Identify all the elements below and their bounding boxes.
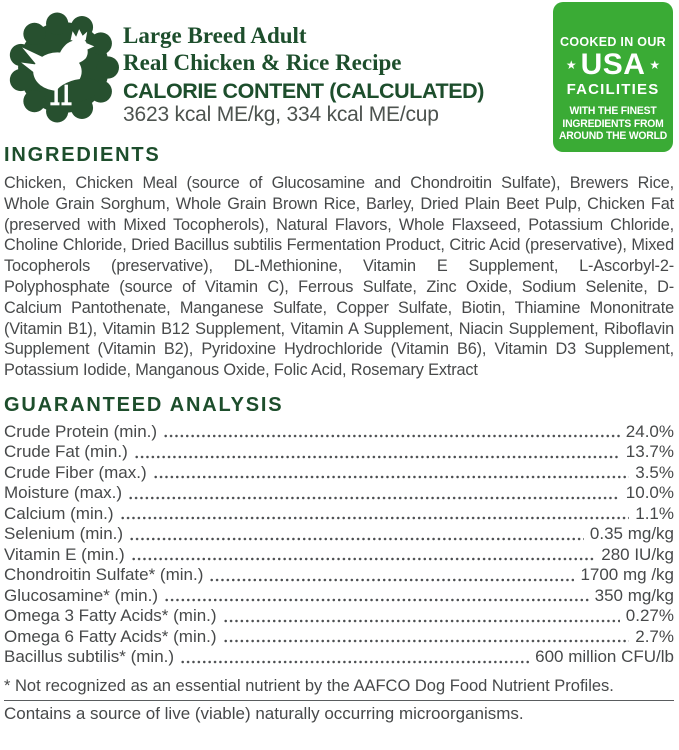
dotted-leader <box>152 475 630 480</box>
calorie-content-heading: CALORIE CONTENT (CALCULATED) <box>123 79 485 103</box>
label-content: INGREDIENTS Chicken, Chicken Meal (sourc… <box>4 143 674 724</box>
usa-badge-subline3: AROUND THE WORLD <box>558 130 668 142</box>
usa-badge-word: USA <box>580 48 646 81</box>
guaranteed-analysis-table: Crude Protein (min.) 24.0% Crude Fat (mi… <box>4 422 674 668</box>
ga-row-label: Omega 6 Fatty Acids* (min.) <box>4 626 217 646</box>
aafco-footnote: * Not recognized as an essential nutrien… <box>4 676 614 695</box>
table-row: Selenium (min.) 0.35 mg/kg <box>4 524 674 545</box>
ga-row-label: Crude Fiber (max.) <box>4 462 147 482</box>
ga-row-label: Crude Protein (min.) <box>4 421 158 441</box>
ga-row-value: 24.0% <box>625 421 674 441</box>
usa-badge-subtext: WITH THE FINEST INGREDIENTS FROM AROUND … <box>555 105 670 143</box>
chicken-seal-icon <box>7 11 120 129</box>
table-row: Vitamin E (min.) 280 IU/kg <box>4 545 674 566</box>
dotted-leader <box>209 577 575 582</box>
usa-badge-subline2: INGREDIENTS FROM <box>562 117 664 130</box>
ga-row-value: 0.35 mg/kg <box>589 524 674 544</box>
ga-row-label: Chondroitin Sulfate* (min.) <box>4 565 204 585</box>
usa-facilities-badge: COOKED IN OUR ★ USA ★ FACILITIES WITH TH… <box>553 2 673 152</box>
ga-row-label: Bacillus subtilis* (min.) <box>4 647 175 667</box>
dotted-leader <box>133 454 620 459</box>
ga-row-value: 13.7% <box>625 442 674 462</box>
product-title-block: Large Breed Adult Real Chicken & Rice Re… <box>123 22 484 127</box>
table-row: Omega 3 Fatty Acids* (min.) 0.27% <box>4 606 674 627</box>
dotted-leader <box>222 639 630 644</box>
table-row: Calcium (min.) 1.1% <box>4 504 674 525</box>
product-title-line2: Real Chicken & Rice Recipe <box>123 50 402 75</box>
table-row: Moisture (max.) 10.0% <box>4 483 674 504</box>
table-row: Omega 6 Fatty Acids* (min.) 2.7% <box>4 627 674 648</box>
dotted-leader <box>129 536 584 541</box>
dotted-leader <box>222 618 620 623</box>
ingredients-heading: INGREDIENTS <box>4 144 161 166</box>
dotted-leader <box>163 434 620 439</box>
dotted-leader <box>130 557 596 562</box>
usa-badge-line1: COOKED IN OUR <box>560 35 666 49</box>
dotted-leader <box>180 659 530 664</box>
ga-row-value: 0.27% <box>625 606 674 626</box>
table-row: Chondroitin Sulfate* (min.) 1700 mg /kg <box>4 565 674 586</box>
dotted-leader <box>164 598 589 603</box>
table-row: Bacillus subtilis* (min.) 600 million CF… <box>4 647 674 668</box>
star-icon: ★ <box>565 58 577 72</box>
ga-row-value: 600 million CFU/lb <box>535 647 674 667</box>
ga-row-label: Selenium (min.) <box>4 524 124 544</box>
ingredients-list: Chicken, Chicken Meal (source of Glucosa… <box>4 174 674 380</box>
microorganisms-note: Contains a source of live (viable) natur… <box>4 703 524 723</box>
ga-row-label: Calcium (min.) <box>4 503 114 523</box>
ga-row-label: Glucosamine* (min.) <box>4 585 158 605</box>
divider-line <box>4 699 674 701</box>
ga-row-label: Omega 3 Fatty Acids* (min.) <box>4 606 217 626</box>
ga-row-value: 1.1% <box>635 503 674 523</box>
ga-row-value: 3.5% <box>635 462 674 482</box>
ga-row-label: Crude Fat (min.) <box>4 442 128 462</box>
calorie-content-values: 3623 kcal ME/kg, 334 kcal ME/cup <box>123 103 439 126</box>
table-row: Crude Fat (min.) 13.7% <box>4 442 674 463</box>
usa-badge-facilities: FACILITIES <box>566 81 660 98</box>
ga-row-value: 2.7% <box>635 626 674 646</box>
star-icon: ★ <box>649 58 661 72</box>
guaranteed-analysis-heading: GUARANTEED ANALYSIS <box>4 393 284 416</box>
table-row: Crude Fiber (max.) 3.5% <box>4 463 674 484</box>
product-title-line1: Large Breed Adult <box>123 23 307 48</box>
ga-row-label: Vitamin E (min.) <box>4 544 125 564</box>
table-row: Glucosamine* (min.) 350 mg/kg <box>4 586 674 607</box>
usa-badge-subline1: WITH THE FINEST <box>569 105 657 117</box>
dotted-leader <box>119 516 630 521</box>
ga-row-value: 280 IU/kg <box>601 544 674 564</box>
ga-row-label: Moisture (max.) <box>4 483 123 503</box>
dotted-leader <box>128 495 620 500</box>
table-row: Crude Protein (min.) 24.0% <box>4 422 674 443</box>
ga-row-value: 350 mg/kg <box>594 585 674 605</box>
ga-row-value: 10.0% <box>625 483 674 503</box>
ga-row-value: 1700 mg /kg <box>580 565 674 585</box>
usa-badge-main: ★ USA ★ <box>553 50 673 80</box>
